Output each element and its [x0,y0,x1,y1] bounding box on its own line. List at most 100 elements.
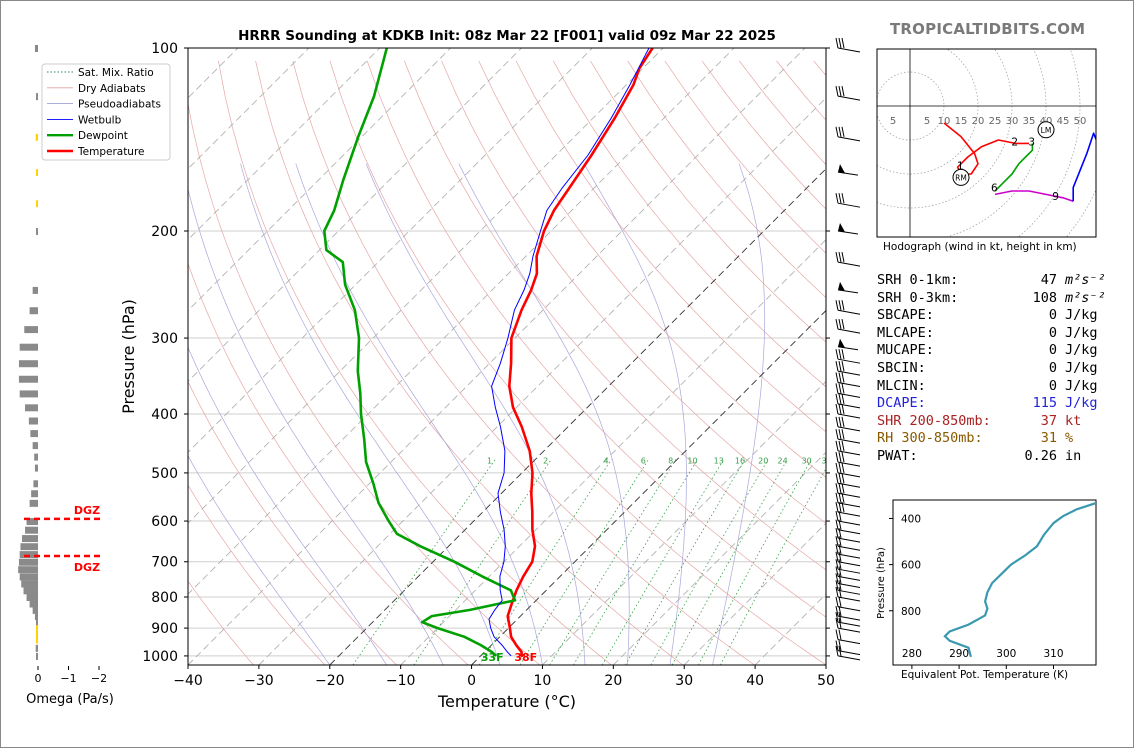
wind-barb [835,519,861,535]
index-unit: m²s⁻² [1065,272,1106,288]
barb-staff [837,289,859,294]
omega-x-tick-label: −2 [91,672,107,685]
barb-staff [837,136,861,142]
omega-bar [19,573,38,581]
barb-flag [835,596,839,607]
barb-pennant [838,223,845,233]
barb-staff [837,171,859,176]
barb-flag [841,492,845,503]
wind-barb [835,440,861,456]
wind-barb [835,618,861,633]
barb-flag [838,566,842,577]
y-tick-label: 1000 [142,649,178,665]
barb-flag [838,586,842,598]
dry-adiabat [188,484,326,665]
series-dewpoint [323,48,517,657]
hodograph-height-label: 6 [991,183,998,195]
isotherm [188,48,451,312]
hodograph-border [876,48,1097,238]
legend-label: Sat. Mix. Ratio [78,67,154,79]
omega-x-tick-label: −1 [60,672,76,685]
dry-adiabat [590,60,826,343]
omega-bar [19,551,38,559]
index-label: MLCAPE: [877,324,934,341]
theta-e-border [892,499,1097,666]
omega-bar [23,587,38,595]
index-label: PWAT: [877,447,918,464]
barb-flag [838,551,842,562]
barb-staff [837,482,861,488]
index-value: 115 [1032,395,1057,412]
theta-e-panel: 280 290 300 310 400 600 800 Pressure (hPa) Equiv… [876,499,1097,681]
wind-barb [837,281,859,294]
barb-flag [838,383,842,394]
wind-barb [835,543,861,559]
index-row: DCAPE: 115 J/kg [877,395,1106,413]
barb-flag [835,126,839,137]
theta-e-y-tick-label: 600 [901,560,921,572]
mixing-ratio-line [671,459,788,665]
index-row: MUCAPE: 0 J/kg [877,342,1106,360]
index-value: 108 [1032,289,1057,306]
wind-barb [835,251,861,267]
mixing-ratio-line [352,459,496,665]
barb-staff [837,358,861,364]
barb-flag [838,126,842,137]
barb-flag [835,519,839,530]
barb-flag [841,300,845,311]
barb-flag [835,383,839,394]
index-label: MUCAPE: [877,342,934,359]
omega-bar [25,526,38,534]
mixing-ratio-label: 1 [487,457,492,466]
wind-barbs [835,37,861,661]
barb-flag [835,393,839,405]
wind-barb [835,605,861,621]
omega-bar [34,45,38,52]
barb-flag [841,429,845,440]
dry-adiabat [552,60,826,388]
dry-adiabat [478,60,826,478]
theta-e-x-tick-label: 300 [996,648,1016,660]
barb-flag [835,349,839,360]
wind-barb [835,536,861,551]
dgz-label: DGZ [74,504,100,517]
barb-flag [838,372,842,383]
omega-bar [36,169,38,177]
wind-barb [835,473,861,488]
barb-flag [841,502,845,513]
hodograph-segment [994,143,1034,192]
barb-staff [837,450,861,456]
wind-barb [835,596,861,612]
index-value: 37 [1040,412,1057,429]
index-label: RH 300-850mb: [877,430,983,447]
y-tick-label: 400 [151,407,178,423]
barb-staff [837,639,861,645]
omega-bar [30,430,38,438]
barb-flag [835,586,839,598]
theta-e-y-tick-label: 800 [901,606,921,618]
wind-barb [835,452,861,467]
index-unit: in [1065,447,1082,464]
omega-bar [19,343,38,351]
barb-flag [841,319,845,330]
barb-staff [837,309,861,315]
x-tick-label: 10 [534,673,552,689]
barb-flag [838,519,842,530]
barb-flag [835,559,839,570]
index-unit: J/kg [1065,395,1098,412]
barb-flag [838,319,842,330]
hodograph-ring-label: 35 [1023,116,1036,127]
mixing-ratio-label: 4 [603,457,608,466]
skewt-legend: Sat. Mix. Ratio Dry Adiabats Pseudoadiabat… [41,63,171,161]
index-value: 0.26 [1024,447,1057,464]
hodograph-ring-label: 5 [924,116,930,127]
x-tick-label: 20 [604,673,622,689]
barb-flag [835,193,839,204]
barb-flag [835,543,839,555]
dry-adiabat [515,60,826,433]
omega-bar [28,417,38,425]
mixing-ratio-label: 30 [802,457,812,466]
omega-bar [21,535,38,543]
barb-flag [838,559,842,570]
barb-flag [838,618,842,629]
